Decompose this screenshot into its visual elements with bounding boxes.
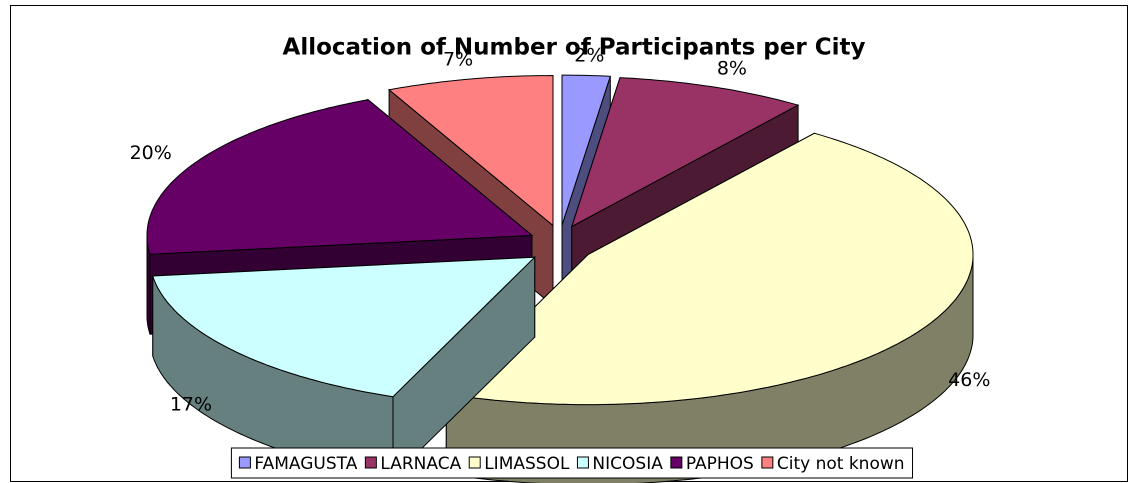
data-label: 46% [948, 369, 990, 391]
legend: FAMAGUSTA LARNACA LIMASSOL NICOSIA PAPHOS Cit… [230, 447, 914, 479]
data-label: 17% [170, 394, 212, 416]
legend-swatch [761, 456, 774, 469]
legend-label: LIMASSOL [484, 454, 570, 474]
legend-label: City not known [777, 454, 905, 474]
slice [146, 99, 534, 255]
slice [445, 132, 974, 406]
data-label: 7% [443, 49, 473, 71]
slice [570, 77, 800, 228]
chart-title: Allocation of Number of Participants per… [283, 35, 866, 61]
data-label: 8% [717, 57, 747, 79]
data-label: 2% [574, 44, 604, 66]
slice [387, 74, 554, 227]
slice [561, 74, 611, 226]
legend-swatch [238, 456, 251, 469]
data-label: 20% [130, 142, 172, 164]
legend-label: PAPHOS [686, 454, 754, 474]
slice [152, 256, 536, 398]
legend-swatch [670, 456, 683, 469]
legend-label: NICOSIA [592, 454, 663, 474]
legend-label: LARNACA [380, 454, 461, 474]
legend-swatch [364, 456, 377, 469]
legend-label: FAMAGUSTA [254, 454, 357, 474]
legend-box [230, 447, 914, 479]
legend-swatch [576, 456, 589, 469]
legend-swatch [468, 456, 481, 469]
